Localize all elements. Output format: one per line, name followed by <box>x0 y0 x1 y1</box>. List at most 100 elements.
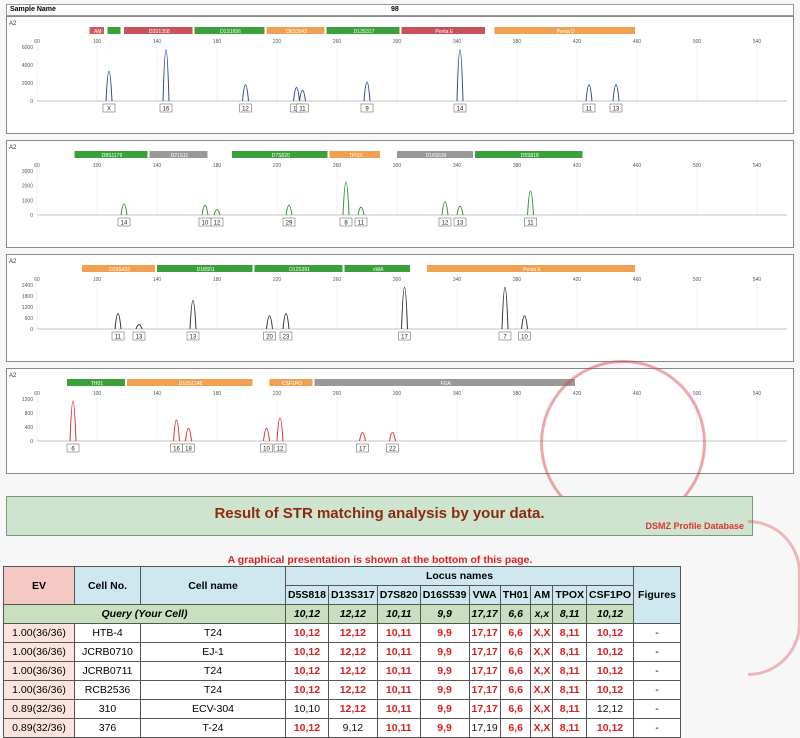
locus-header: D16S539 <box>419 585 470 605</box>
peak <box>342 181 350 216</box>
allele-box <box>239 103 252 113</box>
locus-header: VWA <box>468 585 501 605</box>
figure-cell: - <box>633 680 682 700</box>
x-tick-label: 220 <box>273 163 282 169</box>
y-tick-label: 800 <box>25 411 34 417</box>
query-value: 12,12 <box>327 604 378 624</box>
cell-no-cell: JCRB0710 <box>74 642 141 662</box>
cell-no-cell: HTB-4 <box>74 623 141 643</box>
allele-box <box>356 443 369 453</box>
cell-name-header: Cell name <box>140 566 286 605</box>
y-tick-label: 4000 <box>22 63 33 69</box>
peak <box>69 400 77 442</box>
sample-name-value: 98 <box>391 6 399 13</box>
x-tick-label: 380 <box>513 277 522 283</box>
result-subtitle: DSMZ Profile Database <box>645 521 744 531</box>
allele-cell: X,X <box>530 699 554 719</box>
x-tick-label: 500 <box>693 277 702 283</box>
allele-cell: 10,12 <box>585 623 635 643</box>
allele-cell: X,X <box>530 661 554 681</box>
x-tick-label: 340 <box>453 163 462 169</box>
allele-cell: 8,11 <box>552 699 587 719</box>
allele-label: 9 <box>365 107 369 113</box>
allele-cell: 12,12 <box>327 699 378 719</box>
electropherogram-panel-2: A2 D8S1179 D21S11 D7S820 TPOX D16S539 D5S818 60… <box>6 140 794 248</box>
allele-cell: 10,12 <box>585 642 635 662</box>
x-tick-label: 140 <box>153 277 162 283</box>
allele-cell: 6,6 <box>499 718 532 738</box>
locus-bar <box>326 27 400 34</box>
locus-bar <box>124 27 193 34</box>
ev-cell: 1.00(36/36) <box>3 642 75 662</box>
x-tick-label: 260 <box>333 39 342 45</box>
dye-label: A2 <box>9 145 17 151</box>
allele-label: 11 <box>299 107 306 113</box>
allele-cell: 9,9 <box>419 718 470 738</box>
allele-box <box>111 331 125 341</box>
query-value: 17,17 <box>468 604 501 624</box>
locus-bar-label: Penta E <box>435 29 453 35</box>
electropherogram-1: A2 AM D3S1358 D1S1656 D6S1043 D13S317 Penta E P… <box>9 21 787 113</box>
ev-header: EV <box>3 566 75 605</box>
x-tick-label: 500 <box>693 391 702 397</box>
allele-label: 10 <box>521 335 528 341</box>
allele-cell: 17,19 <box>468 718 501 738</box>
allele-cell: 12,12 <box>327 642 378 662</box>
locus-bar-label: Penta E <box>523 267 541 273</box>
result-banner: Result of STR matching analysis by your … <box>6 496 753 536</box>
allele-label: 12 <box>442 221 449 227</box>
y-tick-label: 0 <box>30 99 33 105</box>
allele-cell: 10,12 <box>285 623 329 643</box>
y-tick-label: 0 <box>30 213 33 219</box>
allele-box <box>117 217 131 227</box>
electropherogram-panel-3: A2 D19S433 D18S51 D12S391 vWA Penta E 60 100 140… <box>6 254 794 362</box>
allele-label: 10 <box>202 221 209 227</box>
peak <box>585 84 593 102</box>
locus-bar-label: AM <box>94 29 102 35</box>
locus-header: TPOX <box>552 585 587 605</box>
cell-name-cell: EJ-1 <box>140 642 286 662</box>
allele-label: 7 <box>503 335 507 341</box>
allele-box <box>354 217 368 227</box>
y-tick-label: 3000 <box>22 169 33 175</box>
peak <box>105 70 113 102</box>
x-tick-label: 420 <box>573 277 582 283</box>
allele-label: 13 <box>457 221 464 227</box>
figure-cell: - <box>633 661 682 681</box>
x-tick-label: 420 <box>573 39 582 45</box>
allele-cell: X,X <box>530 680 554 700</box>
peak <box>120 203 128 216</box>
y-tick-label: 1000 <box>22 198 33 204</box>
allele-box <box>609 103 623 113</box>
cell-no-cell: 310 <box>74 699 141 719</box>
allele-box <box>159 103 173 113</box>
allele-label: 12 <box>242 107 249 113</box>
x-tick-label: 60 <box>34 163 40 169</box>
peak <box>185 427 192 442</box>
allele-label: 23 <box>283 335 290 341</box>
allele-box <box>453 217 467 227</box>
table-row: 0.89(32/36) 310 ECV-304 10,10 12,12 10,11 9,9 1… <box>3 699 682 719</box>
allele-box <box>398 331 411 341</box>
x-tick-label: 100 <box>93 391 102 397</box>
allele-cell: 10,12 <box>585 718 635 738</box>
cell-name-cell: T24 <box>140 623 286 643</box>
dye-label: A2 <box>9 21 17 27</box>
allele-cell: 8,11 <box>552 718 587 738</box>
y-tick-label: 0 <box>30 439 33 445</box>
peak <box>521 315 528 330</box>
allele-cell: 9,9 <box>419 699 470 719</box>
ev-cell: 0.89(32/36) <box>3 718 75 738</box>
peak <box>527 190 534 216</box>
allele-label: 20 <box>266 335 273 341</box>
allele-cell: 10,11 <box>376 661 421 681</box>
x-tick-label: 340 <box>453 391 462 397</box>
allele-box <box>182 443 195 453</box>
peak <box>242 84 249 102</box>
locus-bar-label: vWA <box>373 267 384 273</box>
x-tick-label: 100 <box>93 39 102 45</box>
dye-label: A2 <box>9 373 17 379</box>
x-tick-label: 380 <box>513 39 522 45</box>
locus-bar-label: D18S51 <box>197 267 215 273</box>
y-tick-label: 6000 <box>22 45 33 51</box>
